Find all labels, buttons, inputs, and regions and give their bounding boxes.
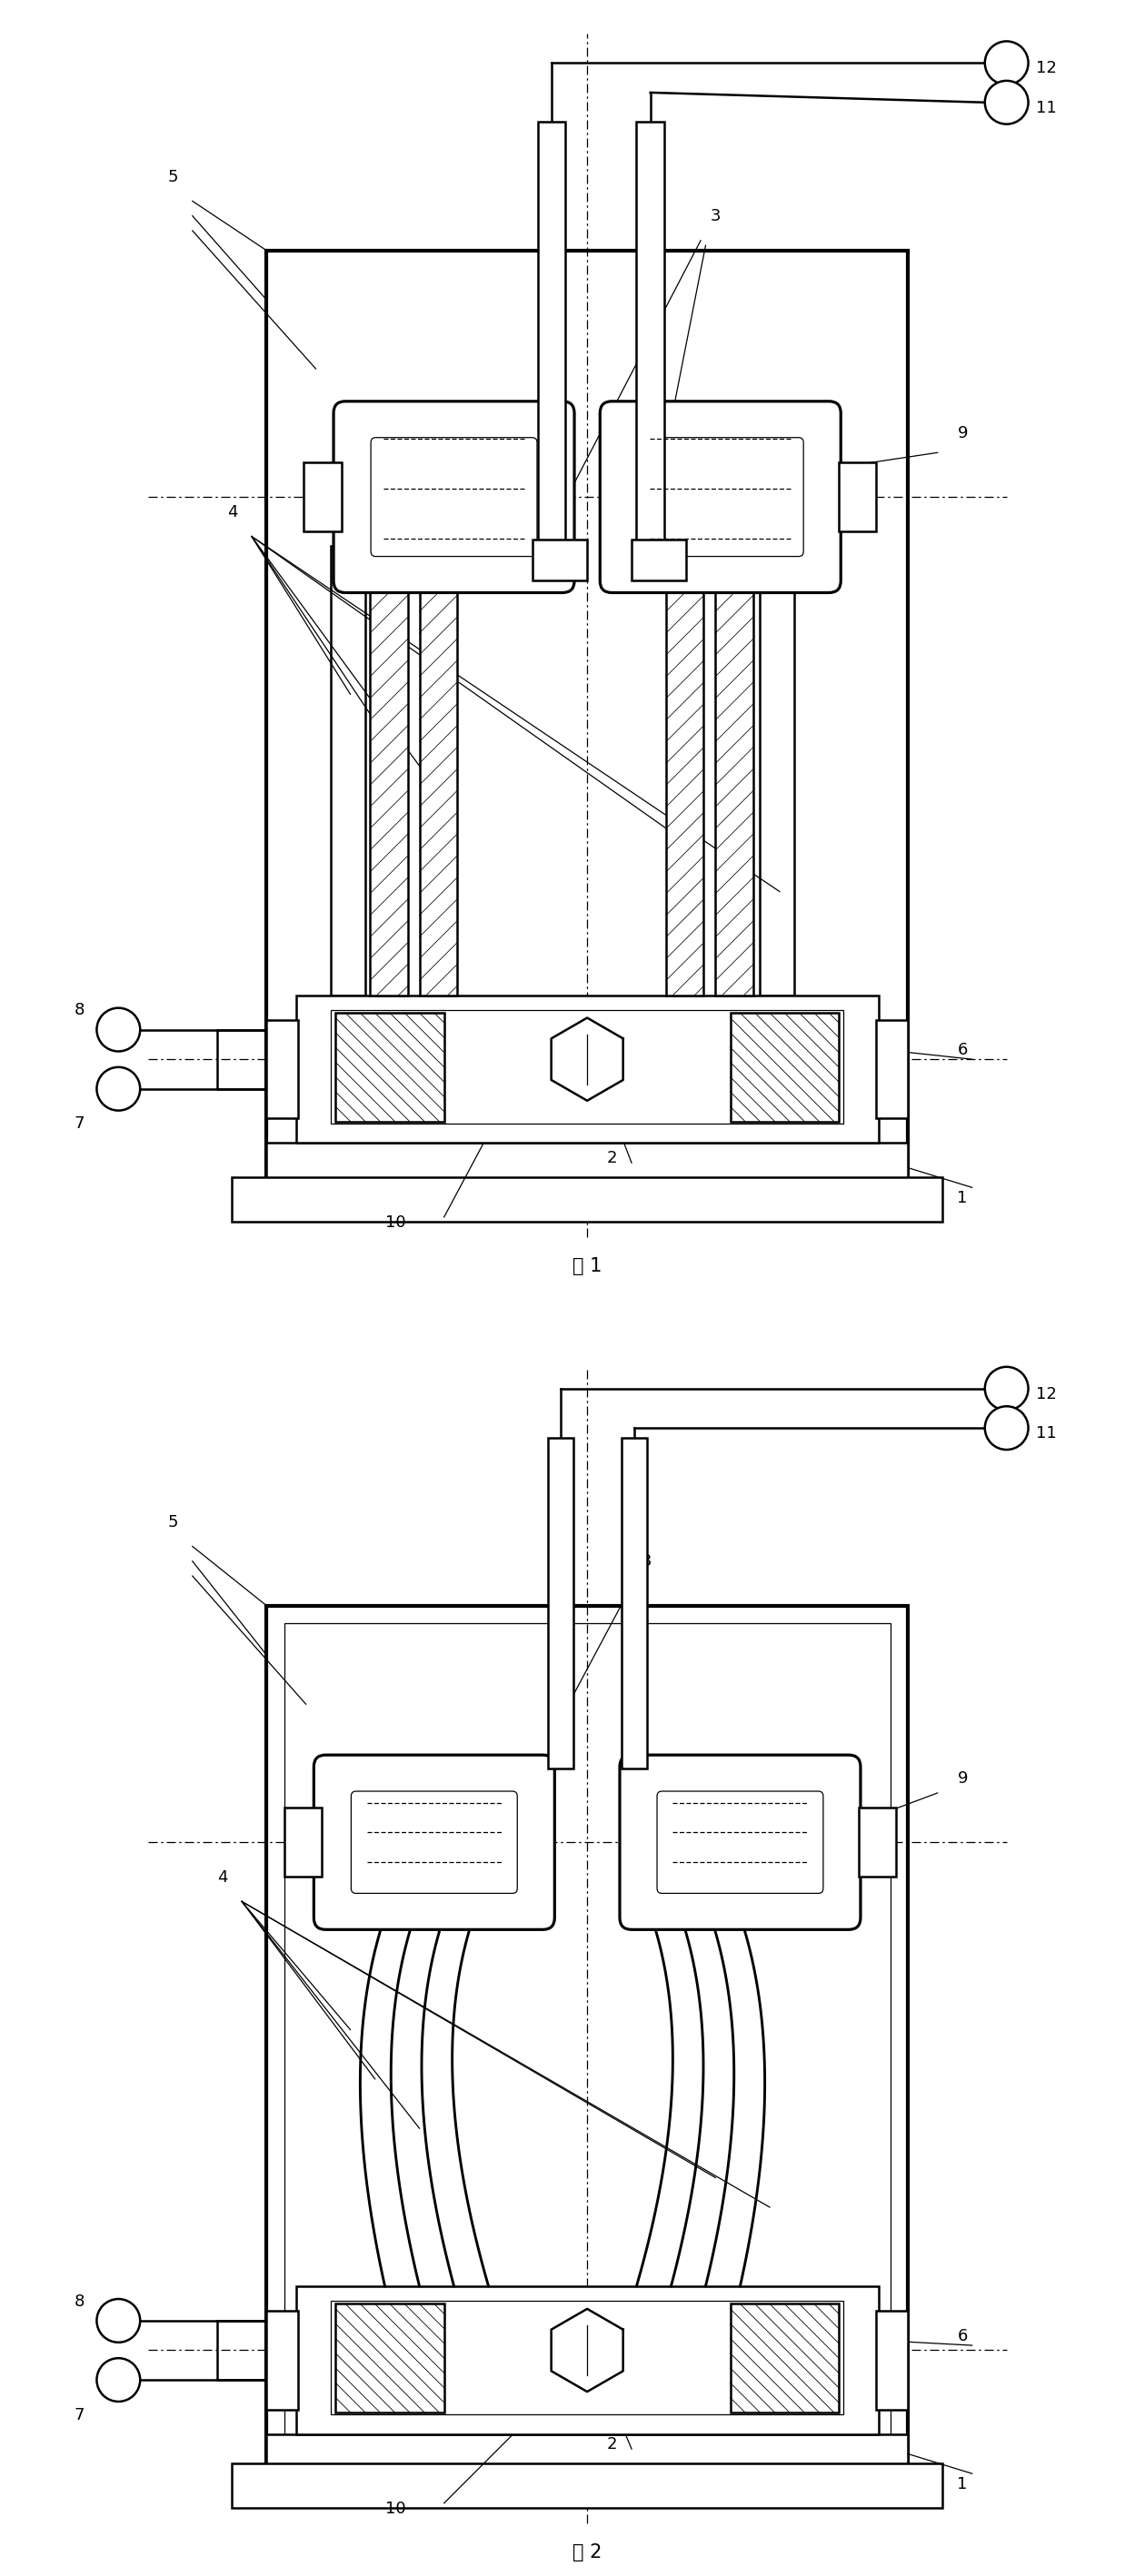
Circle shape: [984, 1406, 1028, 1450]
Circle shape: [97, 1066, 141, 1110]
Circle shape: [97, 2357, 141, 2401]
Text: 8: 8: [74, 1002, 84, 1018]
Bar: [876, 1020, 908, 1118]
Bar: [296, 2285, 879, 2434]
Text: 4: 4: [217, 1870, 227, 1886]
Bar: [666, 546, 703, 994]
Text: 3: 3: [711, 209, 721, 224]
Bar: [533, 538, 587, 580]
Bar: [876, 2311, 908, 2409]
Bar: [622, 1437, 647, 1767]
Text: 11: 11: [1036, 100, 1056, 116]
Text: 图 2: 图 2: [573, 2543, 602, 2561]
Text: 12: 12: [1036, 1386, 1058, 1401]
Text: 11: 11: [1036, 1425, 1056, 1443]
Text: 2: 2: [606, 2437, 618, 2452]
Circle shape: [984, 80, 1028, 124]
Bar: [631, 538, 686, 580]
Bar: [267, 1605, 908, 2473]
Bar: [730, 2303, 839, 2411]
Text: 9: 9: [957, 425, 968, 440]
Bar: [637, 121, 664, 577]
Bar: [548, 1437, 574, 1767]
Bar: [335, 2303, 444, 2411]
FancyBboxPatch shape: [333, 402, 575, 592]
Text: 5: 5: [168, 167, 178, 185]
Bar: [285, 1808, 322, 1878]
Bar: [267, 250, 908, 1188]
Circle shape: [984, 41, 1028, 85]
Text: 6: 6: [957, 2329, 968, 2344]
Bar: [759, 546, 794, 994]
Bar: [232, 2463, 943, 2509]
Text: 图 1: 图 1: [573, 1257, 602, 1275]
Bar: [420, 546, 457, 994]
Text: 5: 5: [168, 1515, 178, 1530]
Polygon shape: [551, 1018, 623, 1100]
FancyBboxPatch shape: [600, 402, 840, 592]
Text: 8: 8: [74, 2293, 84, 2311]
Bar: [538, 121, 566, 577]
Circle shape: [97, 1007, 141, 1051]
Text: 1: 1: [957, 1190, 968, 1206]
Text: 10: 10: [385, 2501, 405, 2517]
Bar: [267, 2311, 298, 2409]
Text: 10: 10: [385, 1213, 405, 1231]
Text: 2: 2: [606, 1149, 618, 1167]
Bar: [296, 994, 879, 1144]
FancyBboxPatch shape: [314, 1754, 555, 1929]
Text: 4: 4: [227, 505, 237, 520]
Bar: [285, 1623, 890, 2455]
Bar: [370, 546, 407, 994]
Bar: [232, 1177, 943, 1221]
Bar: [716, 546, 753, 994]
Text: 7: 7: [74, 1115, 84, 1131]
Bar: [267, 2434, 908, 2473]
Circle shape: [984, 1368, 1028, 1409]
Text: 9: 9: [957, 1770, 968, 1788]
Bar: [858, 1808, 896, 1878]
Bar: [331, 546, 366, 994]
Bar: [730, 1012, 839, 1121]
Text: 1: 1: [957, 2476, 968, 2491]
Bar: [267, 1020, 298, 1118]
Text: 6: 6: [957, 1041, 968, 1059]
Text: 7: 7: [74, 2406, 84, 2424]
Bar: [335, 1012, 444, 1121]
Circle shape: [97, 2298, 141, 2342]
Text: 12: 12: [1036, 59, 1058, 77]
Text: 3: 3: [641, 1553, 651, 1569]
Bar: [304, 464, 342, 531]
FancyBboxPatch shape: [620, 1754, 861, 1929]
Polygon shape: [551, 2308, 623, 2391]
Bar: [331, 2300, 844, 2414]
Bar: [331, 1010, 844, 1123]
Bar: [267, 1144, 908, 1188]
Bar: [839, 464, 876, 531]
